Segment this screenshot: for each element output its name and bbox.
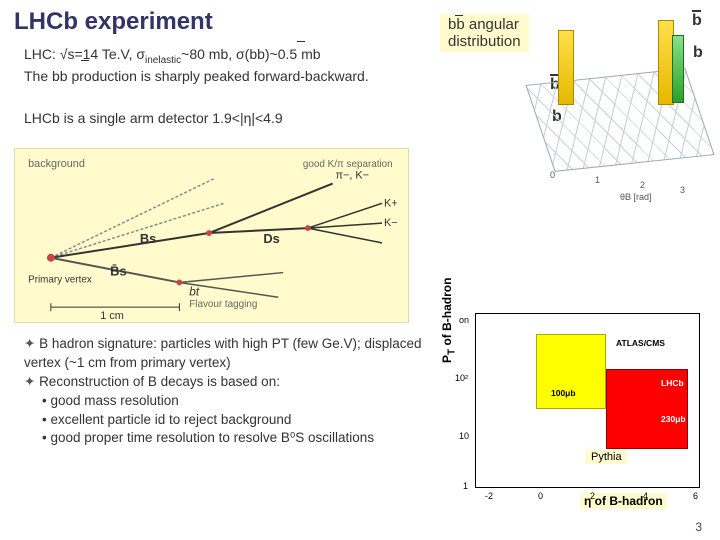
single-arm-text: LHCb is a single arm detector 1.9<|η|<4.…: [24, 110, 283, 126]
ytick: 10²: [455, 373, 468, 383]
svg-text:background: background: [28, 158, 85, 170]
eta-plot-frame: ATLAS/CMS LHCb 100μb 230μb Pythia: [475, 313, 700, 488]
plot3d-tick: 2: [640, 180, 645, 190]
plot3d-tick: 0: [550, 170, 555, 180]
bb-angular-text: bb angulardistribution: [448, 16, 521, 50]
ytick: 10: [459, 431, 469, 441]
desc-line1: LHC: √s=14 Te.V, σinelastic~80 mb, σ(bb)…: [24, 46, 321, 62]
decay-diagram: background Primary vertex Flavour taggin…: [14, 148, 409, 323]
plot3d-peak-right2: [672, 35, 684, 103]
lhcb-label: LHCb: [661, 378, 684, 388]
svg-text:Flavour tagging: Flavour tagging: [189, 299, 257, 310]
ytick: on: [459, 315, 469, 325]
svg-text:bt: bt: [189, 284, 200, 298]
plot3d-tick: 3: [680, 185, 685, 195]
sub-bullet-3: good proper time resolution to resolve B…: [42, 429, 424, 448]
svg-text:B̄s: B̄s: [110, 264, 126, 279]
svg-text:Ds: Ds: [263, 231, 279, 246]
sub-bullet-2: excellent particle id to reject backgrou…: [42, 411, 424, 430]
mu230-label: 230μb: [661, 414, 686, 424]
plot3d-grid: [525, 68, 714, 172]
plot3d-xlabel: θB [rad]: [620, 192, 652, 202]
ytick: 1: [463, 481, 468, 491]
mu100-label: 100μb: [551, 388, 576, 398]
xtick: 2: [590, 491, 595, 501]
desc-line2: The bb production is sharply peaked forw…: [24, 68, 369, 84]
page-number: 3: [695, 520, 702, 534]
sub-bullet-1: good mass resolution: [42, 392, 424, 411]
eta-plot: ATLAS/CMS LHCb 100μb 230μb Pythia PT of …: [445, 313, 710, 513]
bullet-list: B hadron signature: particles with high …: [24, 335, 424, 448]
bullet-2: Reconstruction of B decays is based on:: [24, 373, 424, 392]
experiment-description: LHC: √s=14 Te.V, σinelastic~80 mb, σ(bb)…: [24, 45, 414, 86]
xtick: 0: [538, 491, 543, 501]
svg-text:Primary vertex: Primary vertex: [28, 274, 92, 285]
xtick: -2: [485, 491, 493, 501]
overline-bb-2: [81, 60, 89, 61]
svg-text:Bs: Bs: [140, 231, 156, 246]
eta-ylabel: PT of B-hadron: [440, 278, 457, 363]
svg-text:K−: K−: [384, 217, 398, 229]
angular-3d-plot: 0 1 2 3 θB [rad]: [540, 20, 710, 195]
xtick: 6: [693, 491, 698, 501]
pythia-label: Pythia: [586, 450, 627, 464]
decay-diagram-svg: background Primary vertex Flavour taggin…: [15, 149, 408, 322]
page-title: LHCb experiment: [14, 8, 213, 36]
svg-text:K+: K+: [384, 197, 398, 209]
atlas-label: ATLAS/CMS: [616, 338, 665, 348]
xtick: 4: [643, 491, 648, 501]
plot3d-tick: 1: [595, 175, 600, 185]
svg-text:1 cm: 1 cm: [100, 310, 124, 322]
overline-bb-1: [297, 41, 305, 42]
svg-text:π−, K−: π−, K−: [336, 170, 369, 182]
bb-angular-label: bb angulardistribution: [440, 14, 529, 52]
svg-text:good K/π separation: good K/π separation: [303, 159, 393, 170]
bullet-1: B hadron signature: particles with high …: [24, 335, 424, 373]
plot3d-peak-left: [558, 30, 574, 105]
